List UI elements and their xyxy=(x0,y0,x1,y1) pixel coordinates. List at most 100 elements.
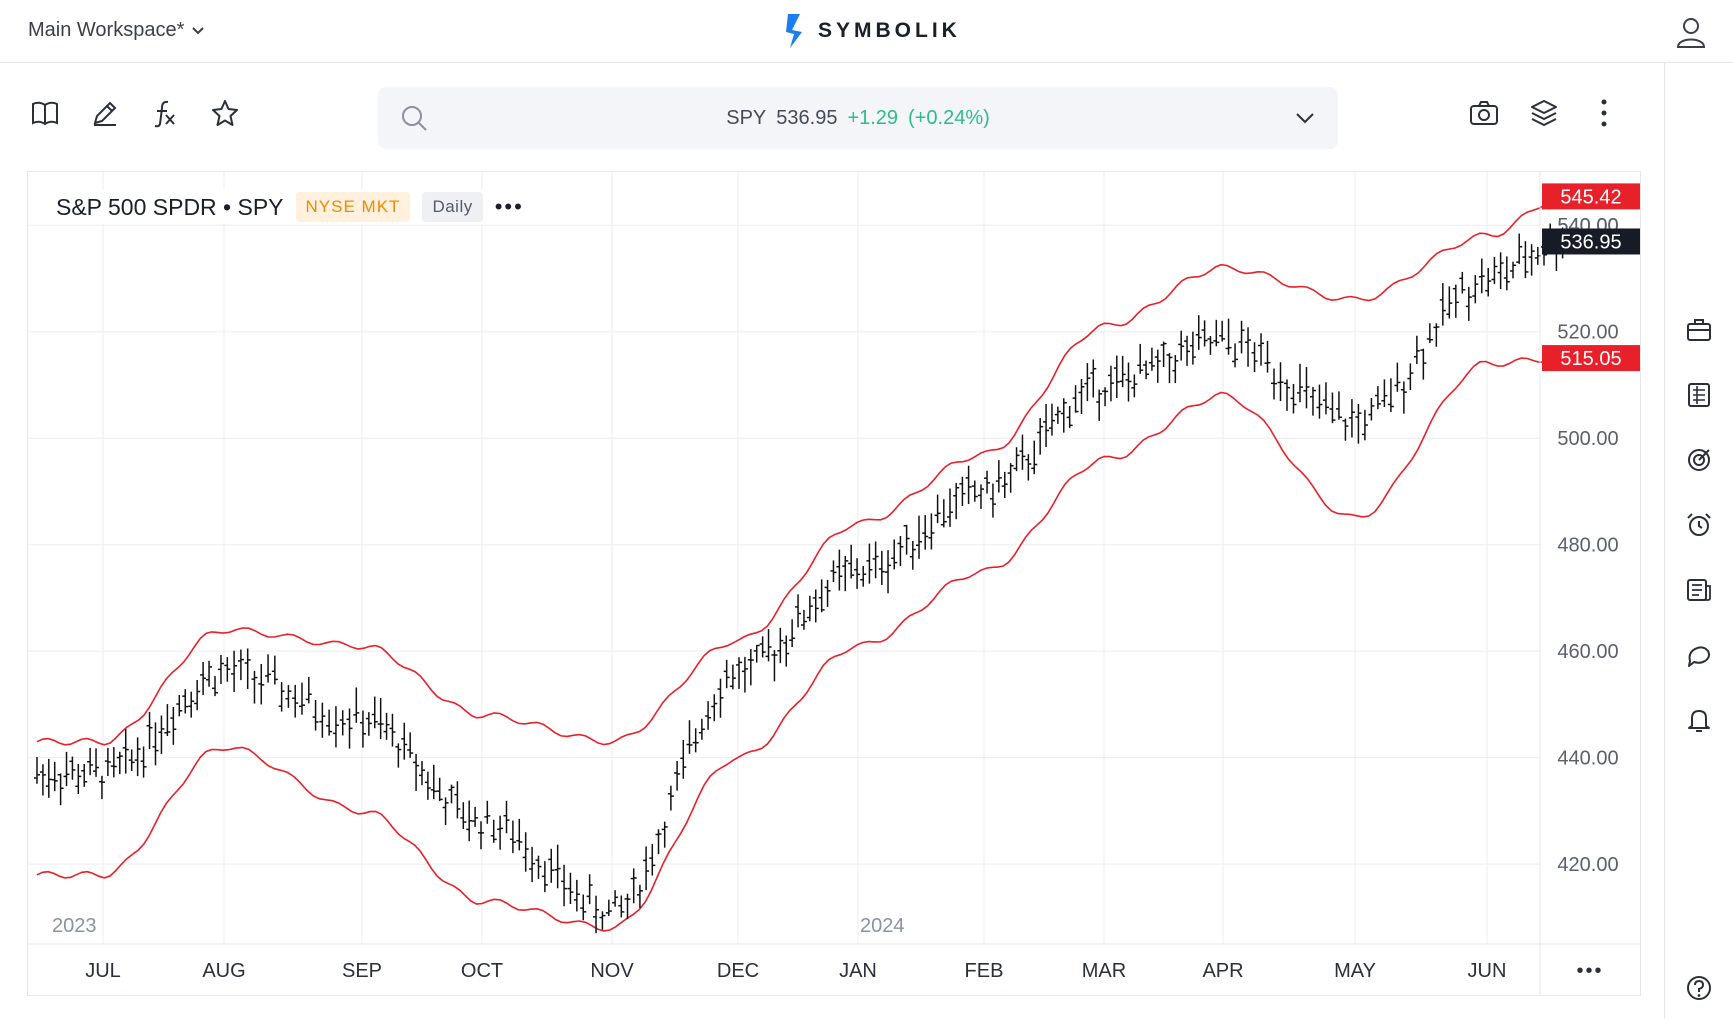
pencil-icon[interactable] xyxy=(85,93,125,133)
chart-title: S&P 500 SPDR • SPY xyxy=(56,193,284,220)
ohlc-bar xyxy=(1329,392,1336,424)
ohlc-bar xyxy=(729,664,736,690)
ohlc-bar xyxy=(1374,386,1381,410)
list-icon[interactable] xyxy=(1683,379,1715,411)
ohlc-bar xyxy=(1119,355,1126,388)
x-tick-label: JUL xyxy=(85,960,121,982)
ohlc-bar xyxy=(612,890,619,907)
ohlc-bar xyxy=(217,654,224,684)
ohlc-bar xyxy=(212,676,219,697)
workspace-label: Main Workspace* xyxy=(28,19,185,41)
chat-icon[interactable] xyxy=(1683,639,1715,671)
chart-panel[interactable]: 540.00 520.00 500.00 480.00 460.00 440.00 420.… xyxy=(27,171,1641,996)
last-price-tag: 536.95 xyxy=(1542,228,1640,255)
ohlc-bar xyxy=(170,706,177,745)
symbol-search[interactable]: SPY 536.95 +1.29 (+0.24%) xyxy=(378,87,1338,149)
user-icon[interactable] xyxy=(1673,14,1709,50)
bell-icon[interactable] xyxy=(1683,704,1715,736)
ohlc-bar xyxy=(134,737,141,777)
ohlc-bar xyxy=(104,747,111,777)
ohlc-bar xyxy=(146,711,153,750)
ohlc-bar xyxy=(1528,244,1535,276)
ohlc-bar xyxy=(1007,463,1014,493)
ohlc-bar xyxy=(795,594,802,628)
ohlc-bar xyxy=(1368,397,1375,421)
ohlc-bar xyxy=(436,777,443,802)
ohlc-bar xyxy=(1201,320,1208,347)
ohlc-bar xyxy=(140,746,147,778)
ohlc-bar xyxy=(554,844,561,889)
x-tick-label: SEP xyxy=(342,960,382,982)
ohlc-bar xyxy=(1054,406,1061,424)
function-icon[interactable] xyxy=(145,93,185,133)
ohlc-bar xyxy=(872,541,879,579)
ohlc-bar xyxy=(953,483,960,520)
chevron-down-icon[interactable] xyxy=(1294,107,1316,129)
ohlc-bar xyxy=(1207,336,1214,355)
ohlc-bar xyxy=(128,749,135,771)
help-icon[interactable] xyxy=(1683,972,1715,1004)
ohlc-bar xyxy=(854,558,861,589)
ohlc-bar xyxy=(98,775,105,800)
x-tick-label: NOV xyxy=(590,960,634,982)
ohlc-bar xyxy=(1381,379,1388,408)
ohlc-bar xyxy=(1355,403,1362,444)
ohlc-bar xyxy=(200,661,207,696)
ohlc-bar xyxy=(765,629,772,662)
ohlc-bar xyxy=(1084,363,1091,402)
workspace-selector[interactable]: Main Workspace* xyxy=(28,19,206,42)
ohlc-bar xyxy=(1078,379,1085,414)
ohlc-bar xyxy=(922,515,929,550)
x-tick-label: JAN xyxy=(839,960,877,982)
ohlc-bar xyxy=(442,797,449,826)
ohlc-bar xyxy=(271,655,278,685)
ohlc-bar xyxy=(1195,315,1202,350)
y-tick-label: 520.00 xyxy=(1557,322,1618,344)
ohlc-bar xyxy=(1125,362,1132,402)
ohlc-bar xyxy=(448,784,455,804)
ohlc-bar xyxy=(188,691,195,718)
layers-icon[interactable] xyxy=(1524,93,1564,133)
year-label: 2024 xyxy=(860,915,905,937)
ohlc-bar xyxy=(1107,365,1114,402)
axis-more-button[interactable]: ••• xyxy=(1576,960,1603,982)
price-chart[interactable]: 540.00520.00500.00480.00460.00440.00420.… xyxy=(28,172,1640,995)
y-tick-label: 440.00 xyxy=(1557,748,1618,770)
ohlc-bar xyxy=(783,635,790,667)
ohlc-bar xyxy=(278,682,285,712)
legend-more-button[interactable]: ••• xyxy=(494,194,524,219)
camera-icon[interactable] xyxy=(1464,93,1504,133)
ohlc-bar xyxy=(312,699,319,731)
briefcase-icon[interactable] xyxy=(1683,314,1715,346)
x-tick-label: APR xyxy=(1202,960,1243,982)
ohlc-bar xyxy=(1154,349,1161,383)
target-icon[interactable] xyxy=(1683,444,1715,476)
book-icon[interactable] xyxy=(25,93,65,133)
ohlc-bar xyxy=(1316,384,1323,419)
interval-badge[interactable]: Daily xyxy=(422,192,483,222)
upper-band-price-tag: 545.42 xyxy=(1542,183,1640,210)
ohlc-bar xyxy=(692,728,699,753)
ohlc-bar xyxy=(1472,275,1479,304)
ohlc-bar xyxy=(736,657,743,689)
chart-legend: S&P 500 SPDR • SPY NYSE MKT Daily ••• xyxy=(52,190,528,224)
ohlc-bar xyxy=(497,815,504,850)
ohlc-bar xyxy=(1001,471,1008,499)
kebab-icon[interactable] xyxy=(1584,93,1624,133)
ohlc-bar xyxy=(759,636,766,658)
ohlc-bar xyxy=(430,764,437,800)
ohlc-bar xyxy=(484,800,491,824)
ohlc-bar xyxy=(51,761,58,792)
news-icon[interactable] xyxy=(1683,574,1715,606)
ohlc-bar xyxy=(164,704,171,737)
ohlc-bar xyxy=(1131,374,1138,398)
ohlc-bar xyxy=(573,879,580,912)
ohlc-bar xyxy=(472,806,479,827)
ohlc-bar xyxy=(636,884,643,909)
star-icon[interactable] xyxy=(205,93,245,133)
ohlc-bar xyxy=(1019,434,1026,470)
symbol-price: 536.95 xyxy=(776,106,838,129)
ohlc-bar xyxy=(418,761,425,786)
alarm-icon[interactable] xyxy=(1683,509,1715,541)
ohlc-bar xyxy=(63,751,70,787)
